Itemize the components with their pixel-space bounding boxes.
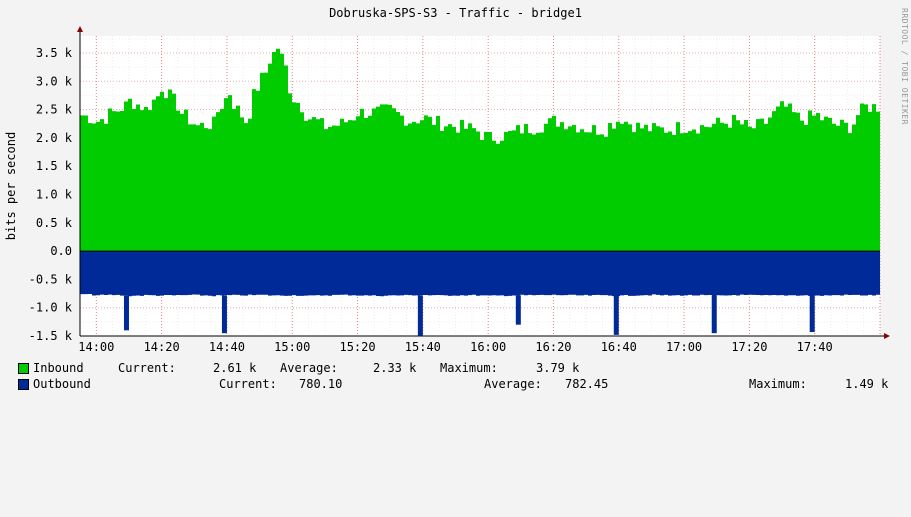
y-tick-label: 1.0 k	[36, 187, 73, 201]
x-tick-label: 17:20	[731, 340, 767, 354]
y-tick-label: 0.0	[50, 244, 72, 258]
chart-title: Dobruska-SPS-S3 - Traffic - bridge1	[329, 6, 582, 20]
x-tick-label: 16:40	[601, 340, 637, 354]
outbound-current-label: Current:	[219, 377, 277, 391]
y-tick-label: -1.0 k	[29, 301, 73, 315]
rrdtool-watermark: RRDTOOL / TOBI OETIKER	[900, 8, 909, 125]
x-tick-label: 14:40	[209, 340, 245, 354]
inbound-current-value: 2.61 k	[213, 361, 257, 375]
inbound-maximum-label: Maximum:	[440, 361, 498, 375]
outbound-spike	[809, 295, 815, 333]
outbound-spike	[515, 295, 521, 325]
outbound-average-value: 782.45	[565, 377, 609, 391]
x-tick-label: 16:20	[535, 340, 571, 354]
outbound-current-value: 780.10	[299, 377, 343, 391]
x-tick-label: 15:40	[405, 340, 441, 354]
y-tick-label: -0.5 k	[29, 272, 73, 286]
outbound-spike	[417, 295, 423, 336]
inbound-swatch	[18, 363, 29, 374]
y-tick-label: -1.5 k	[29, 329, 73, 343]
outbound-spike	[613, 295, 619, 335]
y-axis-arrow	[77, 26, 83, 32]
outbound-name: Outbound	[33, 377, 91, 391]
traffic-chart: -1.5 k -1.0 k -0.5 k 0.0 0.5 k 1.0 k 1.5 k 2.0 …	[4, 26, 890, 354]
x-tick-label: 16:00	[470, 340, 506, 354]
x-tick-label: 14:00	[78, 340, 114, 354]
y-tick-label: 0.5 k	[36, 216, 73, 230]
legend-outbound: Outbound Current: 780.10 Average: 782.45…	[0, 377, 888, 391]
inbound-average-label: Average:	[280, 361, 338, 375]
inbound-current-label: Current:	[118, 361, 176, 375]
y-tick-label: 2.0 k	[36, 131, 73, 145]
y-tick-label: 1.5 k	[36, 159, 73, 173]
inbound-area	[80, 48, 880, 252]
inbound-name: Inbound	[33, 361, 84, 375]
y-axis-label: bits per second	[4, 132, 18, 240]
y-tick-label: 3.5 k	[36, 46, 73, 60]
x-tick-label: 14:20	[144, 340, 180, 354]
y-tick-label: 2.5 k	[36, 103, 73, 117]
outbound-average-label: Average:	[484, 377, 542, 391]
rrd-graph: -1.5 k -1.0 k -0.5 k 0.0 0.5 k 1.0 k 1.5 k 2.0 …	[0, 6, 909, 391]
outbound-area	[80, 251, 880, 297]
outbound-swatch	[18, 379, 29, 390]
outbound-spike	[711, 295, 717, 334]
x-axis-arrow	[884, 333, 890, 339]
outbound-spike	[221, 295, 227, 334]
x-tick-label: 15:20	[339, 340, 375, 354]
y-tick-label: 3.0 k	[36, 74, 73, 88]
legend-inbound: Inbound Current: 2.61 k Average: 2.33 k …	[0, 361, 579, 375]
outbound-maximum-label: Maximum:	[749, 377, 807, 391]
x-tick-label: 17:40	[797, 340, 833, 354]
outbound-maximum-value: 1.49 k	[845, 377, 889, 391]
x-tick-label: 17:00	[666, 340, 702, 354]
inbound-maximum-value: 3.79 k	[536, 361, 580, 375]
inbound-average-value: 2.33 k	[373, 361, 417, 375]
x-tick-label: 15:00	[274, 340, 310, 354]
outbound-spike	[123, 295, 129, 331]
